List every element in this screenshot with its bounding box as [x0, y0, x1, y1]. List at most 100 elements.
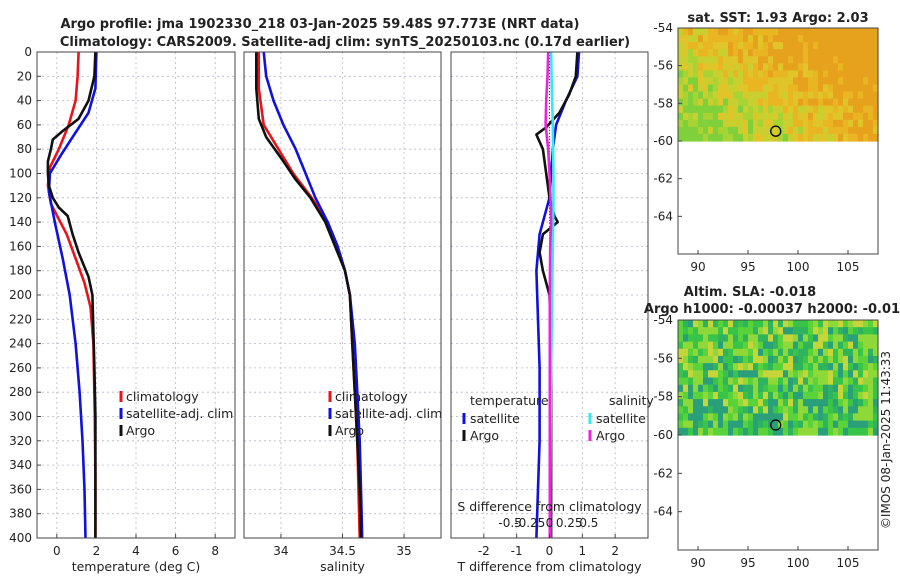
heatmap-cell	[688, 355, 694, 364]
heatmap-cell	[718, 70, 724, 79]
heatmap-cell	[683, 399, 689, 407]
heatmap-cell	[818, 84, 824, 93]
heatmap-cell	[683, 56, 689, 64]
heatmap-cell	[773, 49, 779, 57]
heatmap-cell	[778, 105, 784, 114]
heatmap-cell	[693, 63, 699, 71]
heatmap-cell	[693, 49, 699, 57]
heatmap-cell	[858, 105, 864, 114]
heatmap-cell	[678, 370, 684, 379]
heatmap-cell	[723, 56, 729, 64]
heatmap-cell	[808, 413, 814, 422]
heatmap-cell	[863, 84, 869, 93]
heatmap-cell	[743, 126, 749, 135]
heatmap-cell	[788, 406, 794, 415]
imos-watermark: ©IMOS 08-Jan-2025 11:43:33	[879, 351, 893, 529]
heatmap-cell	[838, 348, 844, 357]
heatmap-cell	[833, 391, 839, 400]
heatmap-cell	[713, 413, 719, 422]
heatmap-cell	[743, 119, 749, 128]
heatmap-cell	[708, 98, 714, 107]
heatmap-cell	[708, 119, 714, 128]
heatmap-cell	[718, 77, 724, 86]
heatmap-cell	[728, 320, 734, 328]
heatmap-cell	[738, 320, 744, 328]
heatmap-cell	[813, 370, 819, 379]
heatmap-cell	[848, 126, 854, 135]
sla-map-subtitle: Argo h1000: -0.00037 h2000: -0.01	[644, 302, 900, 317]
heatmap-cell	[838, 413, 844, 422]
heatmap-cell	[863, 427, 869, 436]
heatmap-cell	[843, 348, 849, 357]
heatmap-cell	[738, 49, 744, 57]
heatmap-cell	[818, 91, 824, 100]
heatmap-cell	[808, 420, 814, 429]
heatmap-cell	[813, 112, 819, 121]
heatmap-cell	[768, 84, 774, 93]
heatmap-cell	[828, 320, 834, 328]
heatmap-cell	[678, 399, 684, 407]
heatmap-cell	[843, 370, 849, 379]
heatmap-cell	[838, 105, 844, 114]
heatmap-cell	[803, 348, 809, 357]
heatmap-cell	[773, 399, 779, 407]
heatmap-cell	[728, 348, 734, 357]
x-tick-label: 90	[690, 556, 705, 570]
heatmap-cell	[718, 327, 724, 335]
heatmap-cell	[783, 56, 789, 64]
heatmap-cell	[868, 420, 874, 429]
heatmap-cell	[763, 420, 769, 429]
heatmap-cell	[868, 49, 874, 57]
heatmap-cell	[768, 28, 774, 36]
heatmap-cell	[678, 42, 684, 50]
heatmap-cell	[873, 56, 879, 64]
heatmap-cell	[848, 98, 854, 107]
heatmap-cell	[763, 56, 769, 64]
heatmap-cell	[713, 49, 719, 57]
heatmap-cell	[798, 133, 804, 142]
heatmap-cell	[708, 341, 714, 350]
heatmap-cell	[788, 399, 794, 407]
heatmap-cell	[693, 384, 699, 393]
heatmap-cell	[728, 413, 734, 422]
heatmap-cell	[748, 63, 754, 71]
heatmap-cell	[858, 35, 864, 43]
heatmap-cell	[848, 406, 854, 415]
x-tick-label: 0	[53, 544, 61, 558]
heatmap-cell	[828, 370, 834, 379]
y-tick-label: 260	[9, 361, 32, 375]
heatmap-cell	[853, 119, 859, 128]
heatmap-cell	[803, 384, 809, 393]
heatmap-cell	[703, 413, 709, 422]
heatmap-cell	[738, 391, 744, 400]
heatmap-cell	[748, 370, 754, 379]
heatmap-cell	[818, 399, 824, 407]
heatmap-cell	[783, 348, 789, 357]
heatmap-cell	[743, 355, 749, 364]
legend-label: Argo	[470, 428, 499, 443]
heatmap-cell	[818, 341, 824, 350]
heatmap-cell	[743, 399, 749, 407]
heatmap-cell	[813, 63, 819, 71]
heatmap-cell	[683, 98, 689, 107]
heatmap-cell	[738, 42, 744, 50]
heatmap-cell	[763, 42, 769, 50]
heatmap-cell	[723, 399, 729, 407]
heatmap-cell	[703, 49, 709, 57]
heatmap-cell	[693, 56, 699, 64]
heatmap-cell	[718, 98, 724, 107]
heatmap-cell	[783, 126, 789, 135]
heatmap-cell	[863, 112, 869, 121]
heatmap-cell	[863, 77, 869, 86]
heatmap-cell	[838, 341, 844, 350]
heatmap-cell	[813, 327, 819, 335]
heatmap-cell	[713, 98, 719, 107]
sla-map-title: Altim. SLA: -0.018	[684, 285, 816, 300]
heatmap-cell	[693, 320, 699, 328]
heatmap-cell	[758, 320, 764, 328]
heatmap-cell	[858, 42, 864, 50]
x-tick-label: -1	[511, 544, 523, 558]
heatmap-cell	[773, 63, 779, 71]
heatmap-cell	[683, 70, 689, 79]
heatmap-cell	[688, 348, 694, 357]
